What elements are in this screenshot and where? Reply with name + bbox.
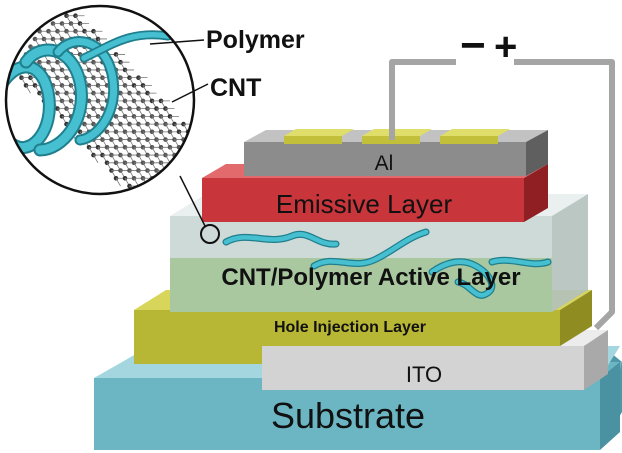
zoom-line	[179, 175, 206, 227]
polymer-label: Polymer	[206, 26, 305, 54]
plus-sign: +	[494, 25, 517, 69]
polymer-strands	[222, 228, 552, 299]
carbon-bond	[165, 154, 171, 164]
top-contacts	[284, 129, 510, 144]
carbon-bond	[151, 178, 157, 187]
cnt-label: CNT	[210, 74, 261, 102]
carbon-bond	[115, 178, 121, 187]
polymer-leader-line	[149, 39, 205, 45]
substrate-label: Substrate	[271, 395, 425, 436]
ito-label: ITO	[406, 362, 442, 387]
minus-sign: −	[460, 21, 486, 70]
hole-injection-label: Hole Injection Layer	[274, 319, 426, 336]
zoom-origin-circle	[200, 224, 220, 244]
carbon-bond	[93, 154, 99, 164]
emissive-label: Emissive Layer	[276, 189, 453, 219]
cnt-magnified-inset	[4, 4, 196, 196]
cnt-leader-line	[171, 83, 209, 103]
al-label: Al	[375, 152, 394, 175]
carbon-bond	[25, 85, 31, 94]
power-wires	[389, 59, 615, 331]
active-layer-label: CNT/Polymer Active Layer	[221, 264, 520, 291]
